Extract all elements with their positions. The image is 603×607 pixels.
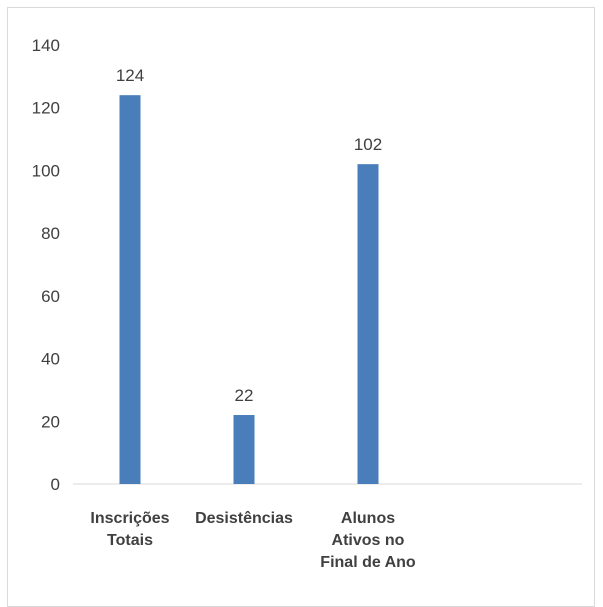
data-label: 124 bbox=[116, 66, 144, 85]
category-label-line: Alunos bbox=[341, 510, 395, 527]
category-label: Alunos Ativos no Final de Ano bbox=[320, 510, 416, 571]
bar-series bbox=[119, 95, 379, 485]
data-label: 22 bbox=[235, 386, 254, 405]
category-label-line: Desistências bbox=[195, 510, 293, 527]
data-labels: 124 22 102 bbox=[116, 66, 382, 405]
y-tick-label: 0 bbox=[51, 475, 60, 494]
category-label-line: Ativos no bbox=[332, 532, 405, 549]
bar bbox=[357, 164, 379, 484]
category-label-line: Totais bbox=[107, 532, 153, 549]
y-tick-label: 120 bbox=[32, 99, 60, 118]
bar bbox=[119, 95, 141, 485]
y-axis-ticks: 0 20 40 60 80 100 120 140 bbox=[32, 36, 60, 494]
y-tick-label: 140 bbox=[32, 36, 60, 55]
category-label: Desistências bbox=[195, 510, 293, 527]
category-label: Inscrições Totais bbox=[90, 510, 169, 549]
category-label-line: Final de Ano bbox=[320, 554, 416, 571]
y-tick-label: 20 bbox=[41, 412, 60, 431]
y-tick-label: 40 bbox=[41, 350, 60, 369]
category-labels: Inscrições Totais Desistências Alunos Ativos… bbox=[90, 510, 416, 571]
data-label: 102 bbox=[354, 135, 382, 154]
category-label-line: Inscrições bbox=[90, 510, 169, 527]
y-tick-label: 100 bbox=[32, 161, 60, 180]
y-tick-label: 80 bbox=[41, 224, 60, 243]
y-tick-label: 60 bbox=[41, 287, 60, 306]
chart-frame bbox=[7, 7, 595, 607]
bar bbox=[233, 415, 255, 484]
